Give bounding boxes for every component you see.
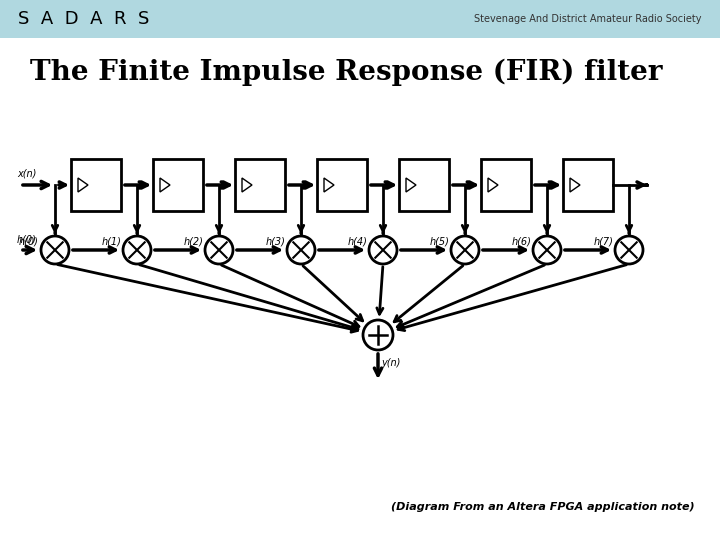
Bar (481, 159, 531, 211)
Polygon shape (406, 178, 416, 192)
Circle shape (205, 236, 233, 264)
Circle shape (369, 236, 397, 264)
Text: S  A  D  A  R  S: S A D A R S (18, 10, 149, 28)
Circle shape (615, 236, 643, 264)
Circle shape (41, 236, 69, 264)
Circle shape (363, 320, 393, 350)
Text: h(5): h(5) (430, 236, 450, 246)
Bar (71, 159, 121, 211)
Text: h(0): h(0) (19, 236, 39, 246)
Circle shape (533, 236, 561, 264)
Text: h(6): h(6) (512, 236, 532, 246)
Polygon shape (324, 178, 334, 192)
Text: Stevenage And District Amateur Radio Society: Stevenage And District Amateur Radio Soc… (474, 14, 702, 24)
Bar (317, 159, 367, 211)
Text: x(n): x(n) (17, 169, 37, 179)
Text: h(3): h(3) (266, 236, 286, 246)
Text: h(1): h(1) (102, 236, 122, 246)
Polygon shape (242, 178, 252, 192)
Text: h(4): h(4) (348, 236, 368, 246)
Bar (153, 159, 203, 211)
Circle shape (287, 236, 315, 264)
Polygon shape (488, 178, 498, 192)
Text: y(n): y(n) (381, 358, 400, 368)
Text: h(7): h(7) (594, 236, 614, 246)
Text: (Diagram From an Altera FPGA application note): (Diagram From an Altera FPGA application… (392, 502, 695, 512)
Text: h(2): h(2) (184, 236, 204, 246)
Bar (563, 159, 613, 211)
Text: h(0): h(0) (17, 235, 37, 245)
Polygon shape (570, 178, 580, 192)
Bar (399, 159, 449, 211)
Bar (235, 159, 285, 211)
Polygon shape (78, 178, 88, 192)
Polygon shape (160, 178, 170, 192)
Circle shape (451, 236, 479, 264)
Bar (0, 0, 720, 38)
Circle shape (123, 236, 151, 264)
Text: The Finite Impulse Response (FIR) filter: The Finite Impulse Response (FIR) filter (30, 58, 662, 86)
